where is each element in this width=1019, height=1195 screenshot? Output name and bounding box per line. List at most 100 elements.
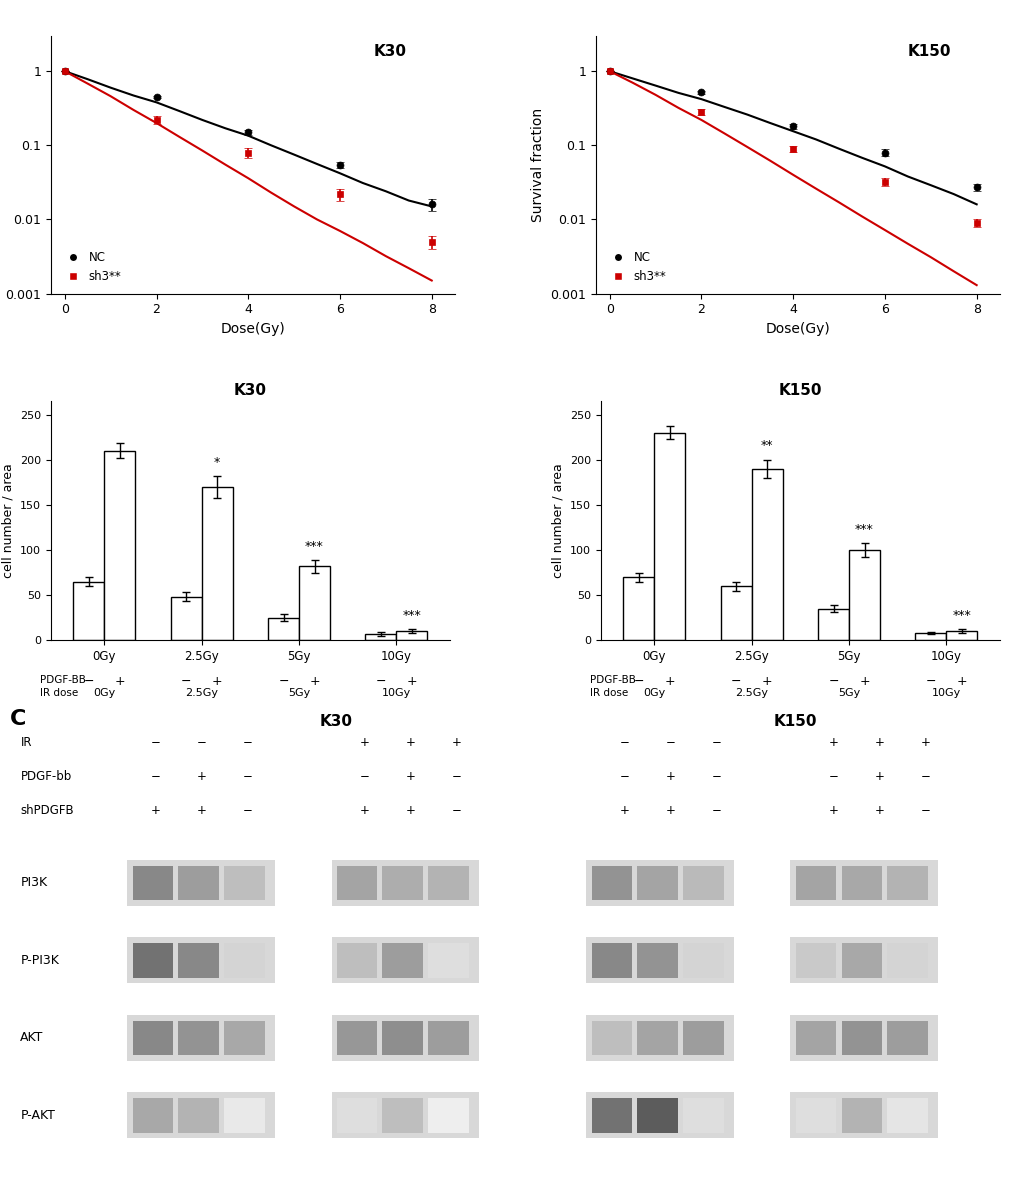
Bar (382, 1098, 423, 1133)
Bar (795, 1098, 836, 1133)
Bar (623, 577, 653, 641)
Bar (795, 1021, 836, 1055)
Text: 5Gy: 5Gy (287, 688, 310, 698)
Text: +: + (874, 804, 883, 817)
Bar (887, 1021, 927, 1055)
Bar (637, 943, 678, 978)
Bar (178, 943, 219, 978)
Text: ***: *** (403, 609, 421, 623)
Text: ***: *** (854, 522, 873, 535)
Text: +: + (956, 675, 966, 687)
Bar (586, 1015, 734, 1061)
Y-axis label: cell number / area: cell number / area (2, 464, 14, 578)
Text: +: + (663, 675, 675, 687)
Text: −: − (451, 770, 461, 783)
Text: +: + (197, 804, 206, 817)
Bar (683, 943, 723, 978)
Bar (683, 1021, 723, 1055)
Bar (887, 865, 927, 900)
Text: +: + (761, 675, 771, 687)
Text: −: − (920, 804, 929, 817)
Text: −: − (925, 675, 935, 687)
Bar (224, 1021, 265, 1055)
Text: 2.5Gy: 2.5Gy (184, 688, 218, 698)
Bar (428, 1021, 469, 1055)
Bar (331, 937, 479, 983)
Bar (331, 860, 479, 906)
Y-axis label: cell number / area: cell number / area (551, 464, 565, 578)
Bar (331, 1092, 479, 1139)
Bar (382, 1021, 423, 1055)
Text: −: − (711, 736, 720, 749)
Text: +: + (406, 736, 415, 749)
Bar (336, 1021, 377, 1055)
Bar (795, 943, 836, 978)
Bar (428, 865, 469, 900)
Text: −: − (243, 770, 252, 783)
Bar (790, 860, 937, 906)
Text: K30: K30 (320, 713, 353, 729)
Text: +: + (874, 770, 883, 783)
X-axis label: Dose(Gy): Dose(Gy) (220, 321, 285, 336)
Text: +: + (874, 736, 883, 749)
Text: −: − (828, 770, 838, 783)
X-axis label: Dose(Gy): Dose(Gy) (764, 321, 829, 336)
Text: *: * (214, 455, 220, 468)
Bar (428, 943, 469, 978)
Text: IR dose: IR dose (41, 688, 78, 698)
Text: −: − (375, 675, 386, 687)
Bar (127, 1092, 275, 1139)
Bar (946, 631, 976, 641)
Bar (178, 865, 219, 900)
Text: PDGF-bb: PDGF-bb (20, 770, 71, 783)
Bar (178, 1098, 219, 1133)
Text: **: ** (760, 440, 772, 453)
Bar (637, 1098, 678, 1133)
Text: PDGF-BB: PDGF-BB (41, 675, 87, 685)
Bar (683, 865, 723, 900)
Bar (127, 937, 275, 983)
Bar (224, 943, 265, 978)
Bar (170, 598, 202, 641)
Bar (586, 1092, 734, 1139)
Bar (132, 1021, 173, 1055)
Text: P-PI3K: P-PI3K (20, 954, 59, 967)
Legend: NC, sh3**: NC, sh3** (57, 246, 126, 288)
Bar (841, 865, 881, 900)
Text: −: − (243, 804, 252, 817)
Text: −: − (197, 736, 206, 749)
Bar (591, 865, 632, 900)
Text: 0Gy: 0Gy (93, 688, 115, 698)
Bar (586, 937, 734, 983)
Text: −: − (278, 675, 288, 687)
Bar (790, 1092, 937, 1139)
Bar (396, 631, 427, 641)
Text: −: − (151, 736, 160, 749)
Text: +: + (620, 804, 629, 817)
Title: K30: K30 (233, 384, 267, 398)
Text: +: + (407, 675, 417, 687)
Bar (637, 1021, 678, 1055)
Text: 10Gy: 10Gy (931, 688, 960, 698)
Text: +: + (360, 804, 369, 817)
Legend: NC, sh3**: NC, sh3** (601, 246, 671, 288)
Text: −: − (84, 675, 94, 687)
Text: PI3K: PI3K (20, 876, 48, 889)
Text: ***: *** (952, 609, 970, 623)
Bar (202, 486, 232, 641)
Text: +: + (114, 675, 125, 687)
Text: −: − (151, 770, 160, 783)
Bar (841, 1098, 881, 1133)
Bar (73, 582, 104, 641)
Bar (795, 865, 836, 900)
Text: K150: K150 (773, 713, 816, 729)
Bar (841, 943, 881, 978)
Bar (299, 566, 330, 641)
Text: 5Gy: 5Gy (837, 688, 859, 698)
Text: ***: *** (305, 540, 324, 553)
Bar (336, 1098, 377, 1133)
Text: −: − (180, 675, 192, 687)
Bar (132, 1098, 173, 1133)
Text: C: C (10, 709, 26, 729)
Bar (382, 943, 423, 978)
